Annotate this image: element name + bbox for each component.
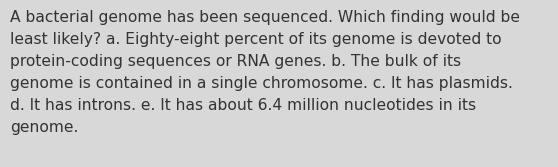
Text: genome is contained in a single chromosome. c. It has plasmids.: genome is contained in a single chromoso…: [10, 76, 513, 91]
Text: d. It has introns. e. It has about 6.4 million nucleotides in its: d. It has introns. e. It has about 6.4 m…: [10, 98, 476, 113]
Text: genome.: genome.: [10, 120, 78, 135]
Text: protein-coding sequences or RNA genes. b. The bulk of its: protein-coding sequences or RNA genes. b…: [10, 54, 461, 69]
Text: least likely? a. Eighty-eight percent of its genome is devoted to: least likely? a. Eighty-eight percent of…: [10, 32, 502, 47]
Text: A bacterial genome has been sequenced. Which finding would be: A bacterial genome has been sequenced. W…: [10, 10, 520, 25]
